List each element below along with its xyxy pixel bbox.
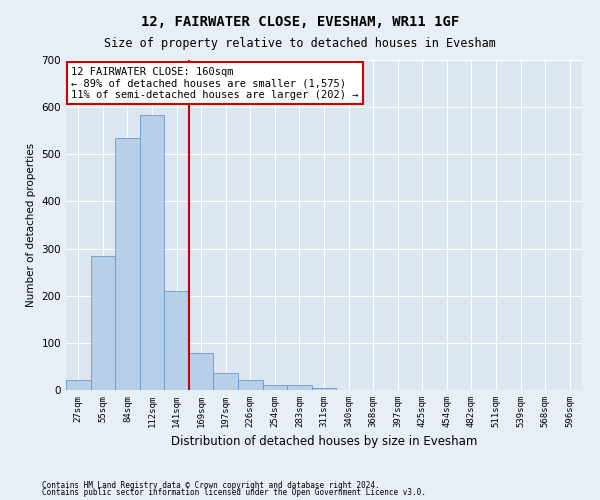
Bar (189, 353, 214, 390)
Bar (66, 380, 91, 390)
Text: 12, FAIRWATER CLOSE, EVESHAM, WR11 1GF: 12, FAIRWATER CLOSE, EVESHAM, WR11 1GF (141, 15, 459, 29)
Y-axis label: Number of detached properties: Number of detached properties (26, 143, 36, 307)
Bar (140, 114, 164, 390)
Bar (263, 386, 287, 390)
Bar (238, 380, 263, 390)
Bar (91, 256, 115, 390)
Bar (214, 373, 238, 390)
Bar (115, 138, 140, 390)
Bar (312, 388, 336, 390)
Bar (164, 290, 189, 390)
Text: Contains HM Land Registry data © Crown copyright and database right 2024.: Contains HM Land Registry data © Crown c… (42, 480, 380, 490)
Text: Size of property relative to detached houses in Evesham: Size of property relative to detached ho… (104, 38, 496, 51)
X-axis label: Distribution of detached houses by size in Evesham: Distribution of detached houses by size … (171, 436, 477, 448)
Text: Contains public sector information licensed under the Open Government Licence v3: Contains public sector information licen… (42, 488, 426, 497)
Text: 12 FAIRWATER CLOSE: 160sqm
← 89% of detached houses are smaller (1,575)
11% of s: 12 FAIRWATER CLOSE: 160sqm ← 89% of deta… (71, 66, 359, 100)
Bar (287, 386, 312, 390)
